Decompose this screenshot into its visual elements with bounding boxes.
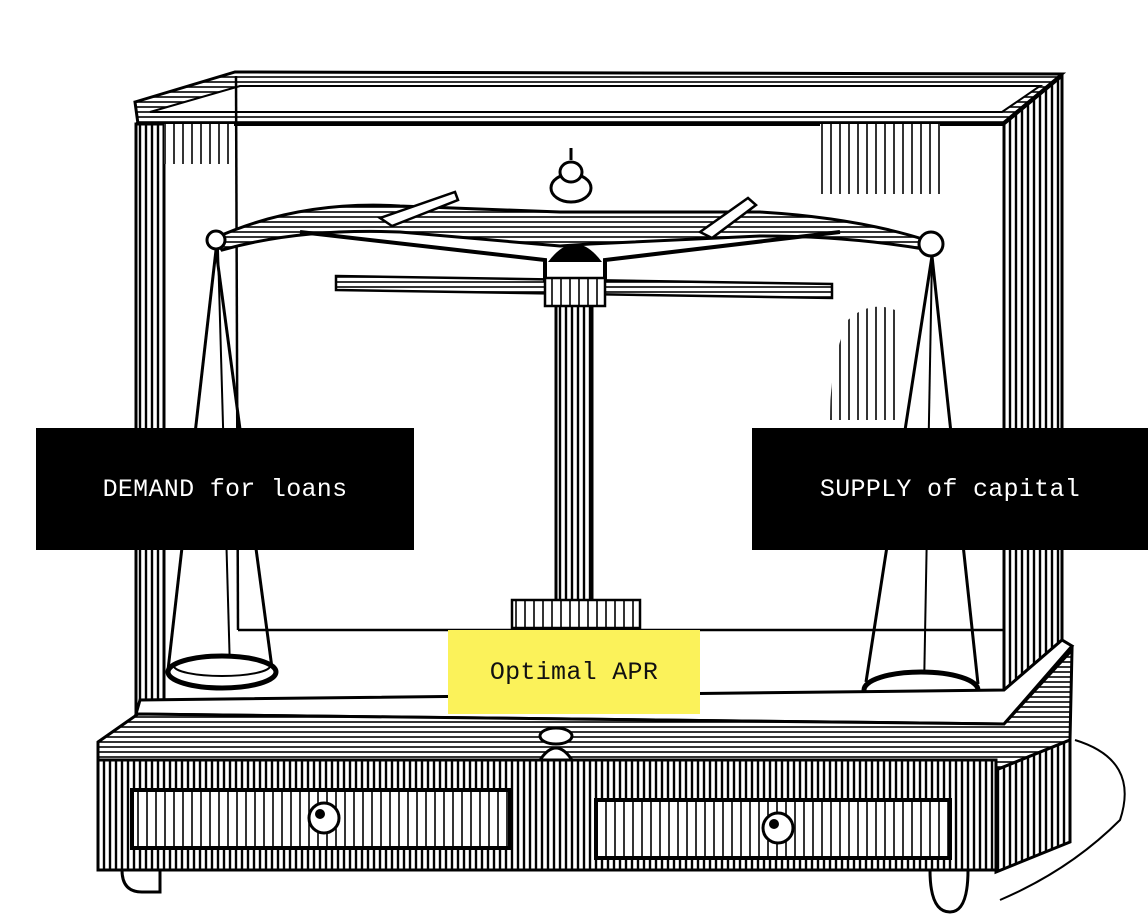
cabinet-left-panel — [134, 75, 240, 716]
left-drawer — [130, 788, 512, 850]
demand-label: DEMAND for loans — [36, 428, 414, 550]
scale-beam — [205, 148, 945, 308]
supply-label: SUPPLY of capital — [752, 428, 1148, 550]
cabinet-top — [133, 70, 1067, 126]
optimal-apr-label: Optimal APR — [448, 630, 700, 714]
cabinet-feet — [120, 868, 970, 914]
scale-pillar — [510, 298, 642, 630]
cabinet-right-panel — [820, 72, 1064, 700]
right-drawer — [594, 798, 952, 860]
